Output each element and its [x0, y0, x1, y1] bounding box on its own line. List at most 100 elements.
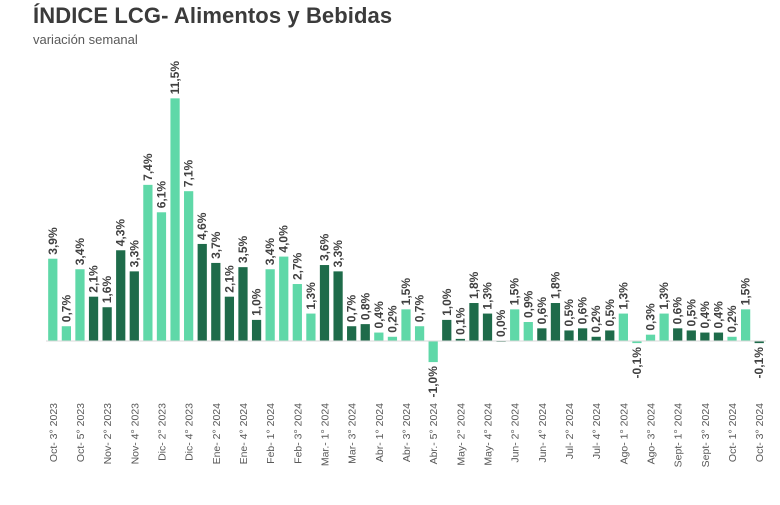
bar-20 [319, 265, 330, 341]
x-tick-label-3: Nov- 4° 2023 [129, 403, 141, 465]
value-label-16: 3,4% [263, 238, 277, 266]
bar-39 [577, 328, 588, 341]
x-tick-label-26: Oct- 3° 2024 [754, 403, 766, 462]
bar-46 [673, 328, 683, 341]
x-tick-label-10: Mar.- 1° 2024 [319, 403, 331, 466]
value-label-23: 0,8% [358, 292, 372, 320]
value-label-48: 0,4% [698, 301, 712, 329]
bar-37 [550, 303, 561, 341]
bar-14 [238, 267, 248, 341]
bar-30 [455, 338, 465, 341]
bar-42 [618, 313, 628, 341]
x-tick-label-5: Dic- 4° 2023 [184, 403, 196, 461]
bar-29 [442, 319, 452, 341]
value-label-31: 1,8% [467, 271, 481, 299]
value-label-43: -0,1% [630, 347, 644, 379]
value-label-45: 1,3% [657, 282, 671, 310]
value-label-19: 1,3% [304, 282, 318, 310]
value-label-4: 1,6% [100, 276, 114, 304]
value-label-9: 11,5% [168, 61, 182, 95]
chart-title: ÍNDICE LCG- Alimentos y Bebidas [33, 3, 393, 28]
bar-13 [224, 296, 235, 341]
bar-23 [360, 324, 370, 341]
bar-41 [605, 330, 615, 341]
value-label-24: 0,4% [372, 301, 386, 329]
x-tick-label-14: Abr.- 5° 2024 [428, 403, 440, 465]
bar-16 [265, 269, 275, 341]
bar-3 [88, 296, 99, 341]
chart-subtitle: variación semanal [33, 32, 138, 47]
x-tick-label-21: Ago- 1° 2024 [618, 403, 630, 465]
value-label-13: 2,1% [222, 265, 236, 293]
x-tick-label-12: Abr- 1° 2024 [374, 403, 386, 462]
bar-36 [537, 328, 547, 341]
bar-1 [61, 326, 71, 341]
x-tick-label-16: May- 4° 2024 [483, 403, 495, 466]
bar-50 [727, 336, 737, 341]
bar-2 [75, 269, 85, 341]
value-labels-group: 3,9%0,7%3,4%2,1% 1,6%4,3%3,3%7,4%6,1%11,5… [46, 61, 766, 398]
bar-12 [211, 262, 221, 341]
value-label-36: 0,6% [535, 297, 549, 325]
value-label-25: 0,2% [385, 305, 399, 333]
value-label-10: 7,1% [182, 160, 196, 188]
x-tick-label-15: May- 2° 2024 [455, 403, 467, 466]
x-tick-label-19: Jul- 2° 2024 [564, 403, 576, 459]
x-tick-label-4: Dic- 2° 2023 [156, 403, 168, 461]
value-label-8: 6,1% [154, 181, 168, 209]
value-label-29: 1,0% [440, 288, 454, 316]
bar-32 [482, 313, 493, 341]
x-tick-label-20: Jul- 4° 2024 [591, 403, 603, 459]
bar-26 [401, 309, 411, 341]
value-label-12: 3,7% [209, 231, 223, 259]
bar-49 [713, 332, 724, 341]
value-label-22: 0,7% [345, 295, 359, 323]
bar-0 [48, 258, 58, 341]
tick-labels-group: Oct- 3° 2023 Oct- 5° 2023 Nov- 2° 2023 Nov-… [48, 403, 766, 467]
value-label-42: 1,3% [616, 282, 630, 310]
value-label-50: 0,2% [725, 305, 739, 333]
value-label-49: 0,4% [711, 301, 725, 329]
value-label-47: 0,5% [684, 299, 698, 327]
value-label-5: 4,3% [114, 219, 128, 247]
x-tick-label-23: Sept- 1° 2024 [673, 403, 685, 467]
bar-4 [102, 307, 112, 341]
bar-47 [686, 330, 696, 341]
value-label-26: 1,5% [399, 278, 413, 306]
value-label-0: 3,9% [46, 227, 60, 255]
x-tick-label-17: Jun- 2° 2024 [510, 403, 522, 463]
value-label-33: 0,0% [494, 309, 508, 337]
bar-15 [251, 319, 262, 341]
value-label-40: 0,2% [589, 305, 603, 333]
bar-19 [306, 313, 316, 341]
bar-51 [741, 309, 751, 341]
bar-27 [414, 326, 425, 341]
x-tick-label-8: Feb- 1° 2024 [265, 403, 277, 464]
value-label-37: 1,8% [548, 271, 562, 299]
bar-8 [156, 212, 167, 341]
value-label-28: -1,0% [426, 366, 440, 398]
bar-25 [387, 336, 398, 341]
x-tick-label-0: Oct- 3° 2023 [48, 403, 60, 462]
value-label-20: 3,6% [317, 233, 331, 261]
value-label-1: 0,7% [59, 295, 73, 323]
bar-17 [279, 256, 289, 341]
value-label-41: 0,5% [603, 299, 617, 327]
bar-48 [700, 332, 710, 341]
x-tick-label-1: Oct- 5° 2023 [75, 403, 87, 462]
value-label-30: 0,1% [453, 307, 467, 335]
value-label-44: 0,3% [644, 303, 658, 331]
value-label-38: 0,5% [562, 299, 576, 327]
value-label-39: 0,6% [576, 297, 590, 325]
bar-5 [116, 250, 126, 341]
bar-40 [591, 336, 601, 341]
x-tick-label-9: Feb- 3° 2024 [292, 403, 304, 464]
bar-24 [374, 332, 384, 341]
value-label-52: -0,1% [752, 347, 766, 379]
bar-21 [333, 271, 343, 341]
value-label-14: 3,5% [236, 235, 250, 263]
x-tick-label-24: Sept- 3° 2024 [700, 403, 712, 467]
bar-34 [510, 309, 520, 341]
value-label-17: 4,0% [277, 225, 291, 253]
